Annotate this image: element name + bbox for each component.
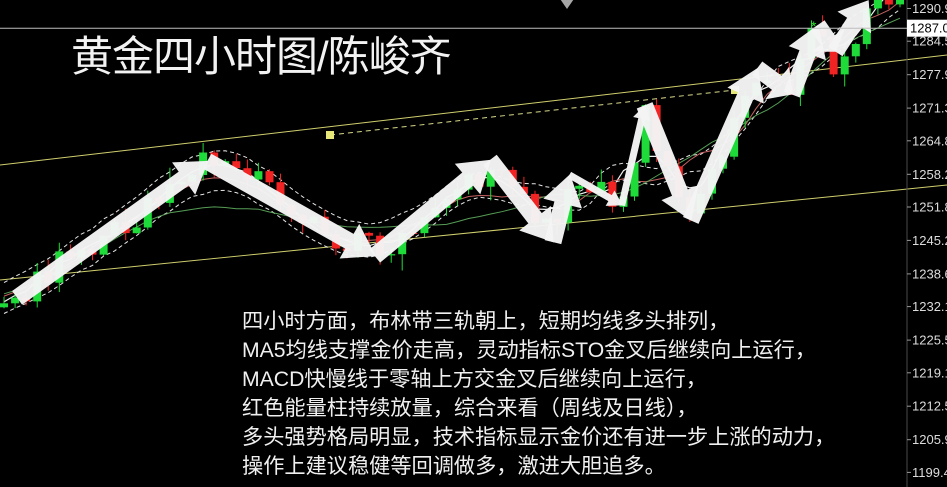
svg-text:1271.30: 1271.30: [912, 101, 947, 116]
svg-text:1284.50: 1284.50: [912, 34, 947, 49]
svg-text:1212.50: 1212.50: [912, 399, 947, 414]
svg-text:1238.60: 1238.60: [912, 266, 947, 281]
svg-text:1264.85: 1264.85: [912, 133, 947, 148]
svg-text:1290.95: 1290.95: [912, 1, 947, 16]
svg-text:1251.80: 1251.80: [912, 200, 947, 215]
svg-text:1258.25: 1258.25: [912, 167, 947, 182]
svg-text:1205.90: 1205.90: [912, 432, 947, 447]
svg-text:1219.10: 1219.10: [912, 365, 947, 380]
svg-text:1199.45: 1199.45: [912, 465, 947, 480]
svg-text:1277.90: 1277.90: [912, 67, 947, 82]
svg-text:1225.55: 1225.55: [912, 333, 947, 348]
svg-text:1245.20: 1245.20: [912, 233, 947, 248]
svg-text:1232.15: 1232.15: [912, 299, 947, 314]
